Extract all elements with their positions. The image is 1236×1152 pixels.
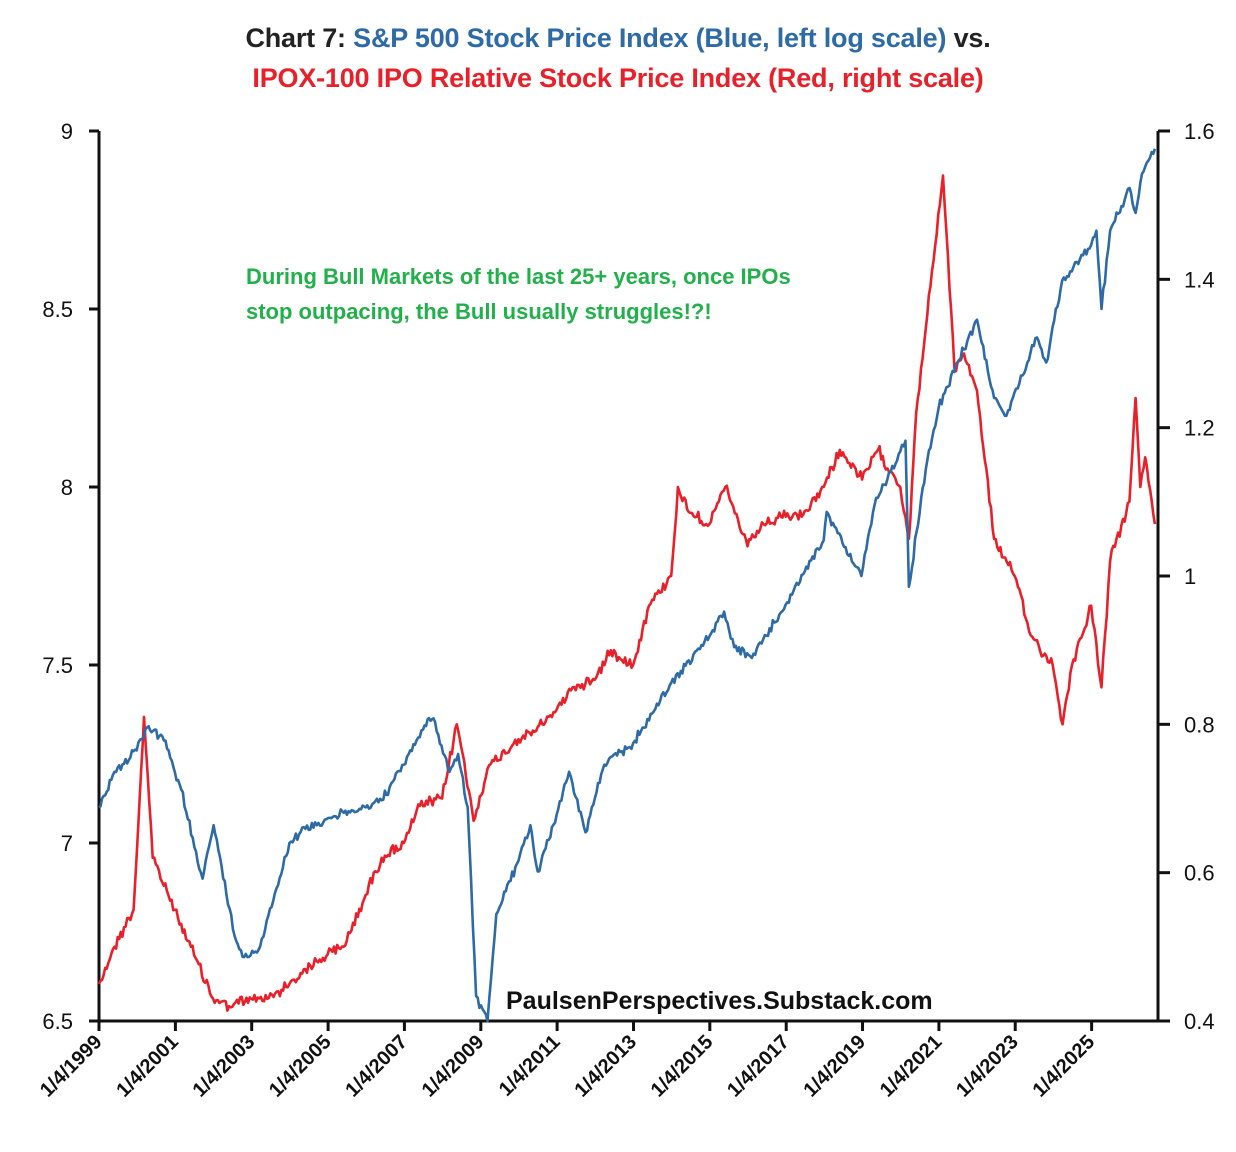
left-tick-label: 9 — [61, 119, 73, 144]
x-tick-label: 1/4/2011 — [495, 1031, 565, 1101]
right-tick-label: 1.2 — [1184, 416, 1215, 441]
x-tick-label: 1/4/2003 — [189, 1031, 260, 1102]
right-tick-label: 1.6 — [1184, 119, 1215, 144]
title-ipox-part: IPOX-100 IPO Relative Stock Price Index … — [252, 63, 984, 93]
title-line-1: Chart 7: S&P 500 Stock Price Index (Blue… — [0, 18, 1236, 58]
x-tick-label: 1/4/2017 — [723, 1031, 794, 1102]
x-tick-label: 1/4/2021 — [876, 1031, 947, 1102]
title-line-2: IPOX-100 IPO Relative Stock Price Index … — [0, 58, 1236, 98]
title-sp500-part: S&P 500 Stock Price Index (Blue, left lo… — [353, 23, 947, 53]
right-tick-label: 0.8 — [1184, 712, 1215, 737]
title-suffix: vs. — [946, 23, 991, 53]
x-tick-label: 1/4/2025 — [1029, 1031, 1100, 1102]
x-tick-label: 1/4/2019 — [799, 1031, 870, 1102]
annotation-line-2: stop outpacing, the Bull usually struggl… — [246, 299, 712, 324]
x-tick-label: 1/4/2015 — [647, 1031, 718, 1102]
x-tick-label: 1/4/2007 — [341, 1031, 412, 1102]
ipox-line — [97, 174, 1157, 1012]
series-lines — [97, 148, 1157, 1023]
x-tick-label: 1/4/2013 — [570, 1031, 641, 1102]
right-tick-label: 0.6 — [1184, 861, 1215, 886]
sp500-line — [98, 148, 1157, 1023]
source-label: PaulsenPerspectives.Substack.com — [506, 987, 933, 1015]
left-tick-label: 7.5 — [42, 653, 73, 678]
x-tick-label: 1/4/1999 — [36, 1031, 107, 1102]
title-prefix: Chart 7: — [245, 23, 354, 53]
x-tick-label: 1/4/2005 — [265, 1031, 336, 1102]
x-tick-label: 1/4/2023 — [952, 1031, 1023, 1102]
right-tick-label: 1 — [1184, 564, 1196, 589]
right-tick-label: 0.4 — [1184, 1009, 1215, 1034]
left-tick-label: 8.5 — [42, 297, 73, 322]
x-tick-label: 1/4/2009 — [418, 1031, 489, 1102]
left-tick-label: 6.5 — [42, 1009, 73, 1034]
left-tick-label: 8 — [61, 475, 73, 500]
chart-title: Chart 7: S&P 500 Stock Price Index (Blue… — [0, 18, 1236, 98]
annotation-line-1: During Bull Markets of the last 25+ year… — [246, 264, 791, 289]
x-tick-label: 1/4/2001 — [112, 1031, 183, 1102]
right-tick-label: 1.4 — [1184, 267, 1215, 292]
left-tick-label: 7 — [61, 831, 73, 856]
